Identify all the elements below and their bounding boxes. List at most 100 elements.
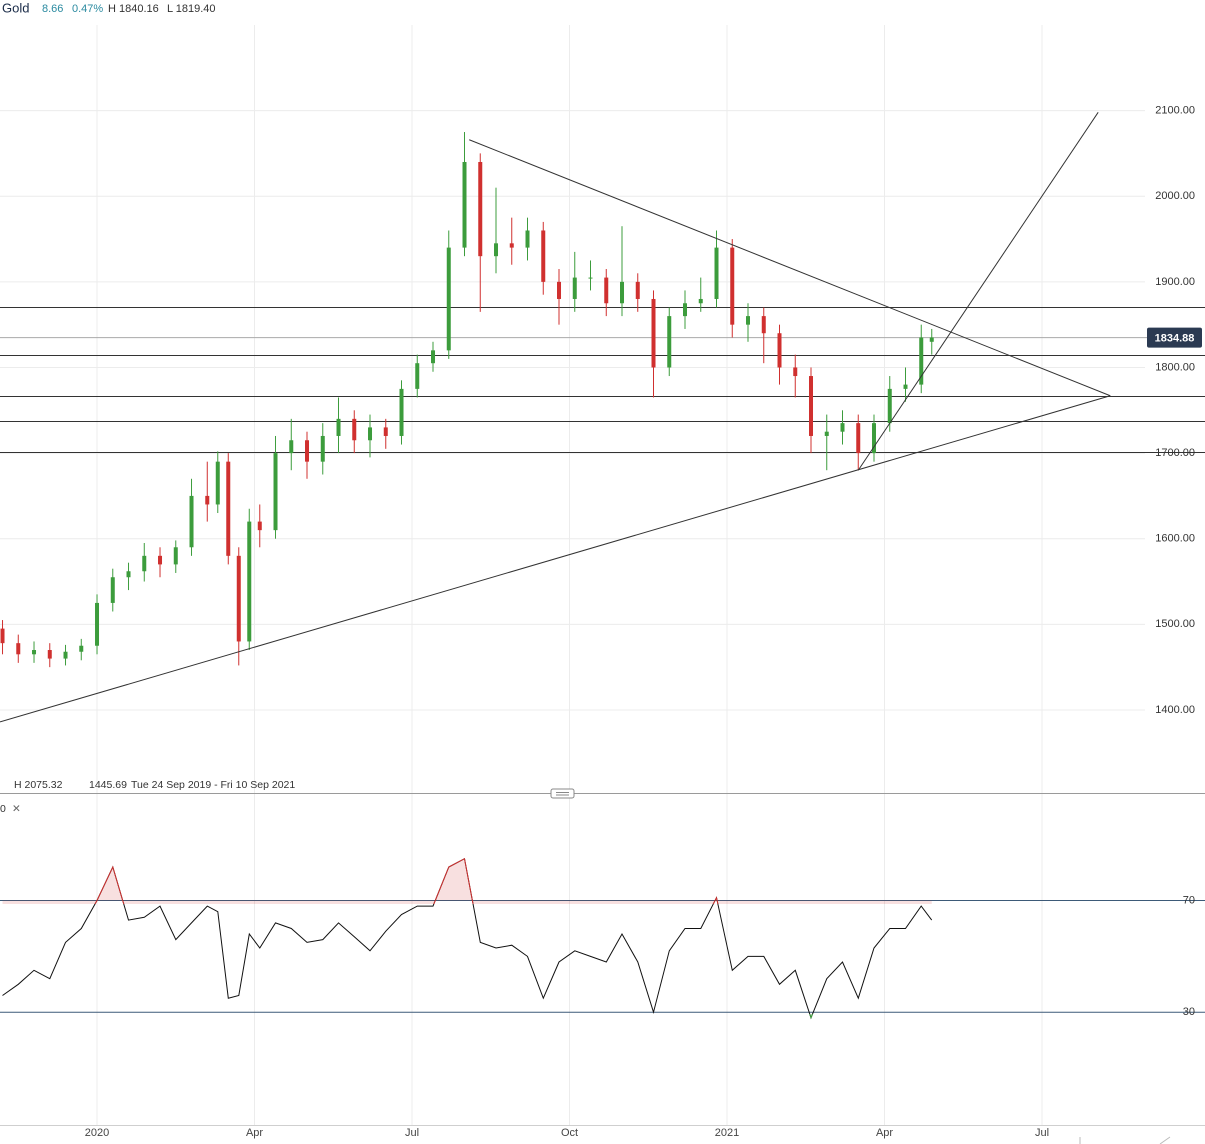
candle-body (824, 431, 829, 436)
candle-body (557, 281, 562, 299)
candle-body (257, 521, 262, 531)
y-tick-label: 1700.00 (1155, 447, 1195, 459)
rsi-label: 0 (0, 803, 6, 815)
candle-body (95, 602, 100, 646)
last-price-label: 1834.88 (1155, 333, 1195, 345)
x-tick-label: Jul (1035, 1127, 1049, 1139)
candle-body (683, 303, 688, 317)
grid (0, 25, 1145, 1125)
rsi-overbought-area (2, 858, 932, 904)
session-high: H 1840.16 (108, 3, 159, 15)
candle-body (226, 461, 231, 556)
candle-body (305, 440, 310, 462)
candle-body (746, 316, 751, 325)
pane-resize-handle[interactable] (550, 788, 575, 799)
candle-body (189, 495, 194, 548)
candle-body (840, 423, 845, 432)
y-tick-label: 1600.00 (1155, 533, 1195, 545)
change-pct: 0.47% (72, 3, 103, 15)
trendline (0, 395, 1111, 723)
x-tick-label: Jul (405, 1127, 419, 1139)
candle-body (620, 281, 625, 304)
x-tick-label: Apr (246, 1127, 263, 1139)
change: 8.66 (42, 3, 63, 15)
candle-body (273, 453, 278, 531)
candle-body (478, 161, 483, 257)
candle-body (698, 298, 703, 304)
session-low: L 1819.40 (167, 3, 216, 15)
rsi-tick-label: 70 (1183, 894, 1195, 906)
candle-body (158, 555, 163, 565)
range-low: 1445.69 (89, 779, 127, 791)
last-price-tag (1147, 327, 1202, 348)
candle-body (793, 367, 798, 377)
candle-body (509, 243, 514, 248)
candle-body (635, 281, 640, 299)
candle-body (730, 247, 735, 325)
candle-body (415, 363, 420, 389)
candle-body (446, 247, 451, 351)
candle-body (431, 350, 436, 364)
trendline (469, 139, 1111, 397)
candle-body (32, 650, 37, 655)
scroll-marker (1159, 1136, 1171, 1144)
candle-body (777, 333, 782, 368)
candle-body (173, 547, 178, 565)
candle-body (247, 521, 252, 642)
candle-body (651, 298, 656, 368)
x-tick-label: 2020 (85, 1127, 109, 1139)
y-tick-label: 1800.00 (1155, 361, 1195, 373)
candle-body (63, 651, 68, 659)
candle-body (929, 337, 934, 342)
candle-body (215, 461, 220, 505)
candle-body (809, 376, 814, 436)
trendline (857, 112, 1099, 471)
candle-body (887, 388, 892, 424)
rsi-close[interactable]: ✕ (12, 803, 21, 815)
marks (0, 112, 1205, 1020)
rsi-tick-label: 30 (1183, 1006, 1195, 1018)
candle-body (320, 435, 325, 462)
y-tick-label: 1900.00 (1155, 276, 1195, 288)
candle-body (142, 555, 147, 572)
candle-body (919, 337, 924, 385)
candle-body (289, 440, 294, 454)
candle-body (0, 628, 5, 644)
candle-body (399, 388, 404, 436)
candle-body (541, 230, 546, 282)
candle-body (588, 277, 593, 279)
candle-body (572, 277, 577, 299)
x-tick-label: Oct (561, 1127, 578, 1139)
candle-body (126, 571, 131, 578)
candle-body (462, 161, 467, 248)
candle-body (903, 384, 908, 389)
symbol: Gold (2, 0, 29, 15)
candle-body (336, 418, 341, 436)
candle-body (494, 243, 499, 257)
candle-body (872, 423, 877, 454)
y-tick-label: 2100.00 (1155, 105, 1195, 117)
candle-body (16, 643, 21, 655)
x-tick-label: Apr (876, 1127, 893, 1139)
candle-body (236, 555, 241, 642)
candle-body (667, 316, 672, 368)
y-tick-label: 1400.00 (1155, 704, 1195, 716)
candle-body (525, 230, 530, 248)
rsi-line-overbought (94, 857, 719, 904)
range-period: Tue 24 Sep 2019 - Fri 10 Sep 2021 (131, 779, 295, 791)
y-tick-label: 2000.00 (1155, 190, 1195, 202)
candle-body (110, 577, 115, 603)
candle-body (368, 427, 373, 441)
candle-body (352, 418, 357, 441)
y-tick-label: 1500.00 (1155, 618, 1195, 630)
candle-body (47, 650, 52, 659)
range-high: H 2075.32 (14, 779, 63, 791)
candle-body (383, 427, 388, 436)
candle-body (604, 277, 609, 304)
candle-body (714, 247, 719, 299)
candle-body (761, 316, 766, 334)
candle-body (205, 495, 210, 505)
candle-body (79, 645, 84, 652)
candle-body (856, 423, 861, 454)
